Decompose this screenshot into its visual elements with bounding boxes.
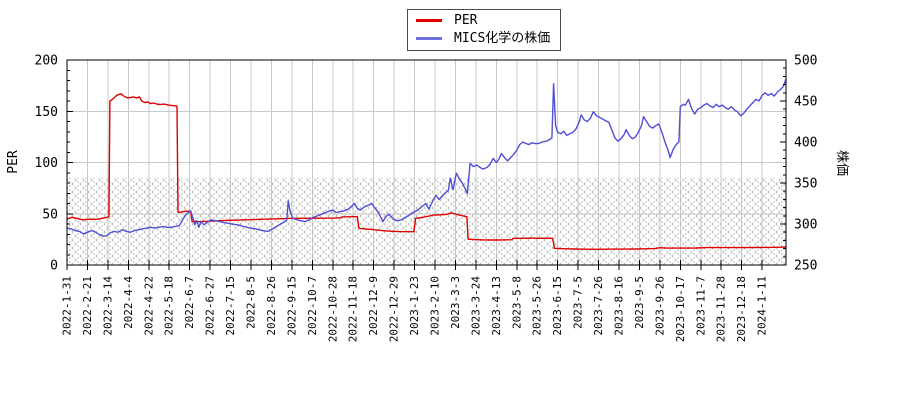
x-tick-label: 2022-6-27 xyxy=(204,276,217,336)
legend-label-stock-price: MICS化学の株価 xyxy=(454,31,551,46)
stock-price-line-sample-icon xyxy=(416,37,442,40)
x-tick-label: 2022-1-31 xyxy=(61,276,74,336)
x-tick-label: 2022-4-4 xyxy=(122,276,135,329)
x-tick-label: 2023-11-7 xyxy=(694,276,707,336)
x-tick-label: 2022-10-7 xyxy=(306,276,319,336)
per-line xyxy=(66,93,787,251)
right-tick-label: 450 xyxy=(794,95,817,110)
x-tick-label: 2022-9-15 xyxy=(285,276,298,336)
x-tick-label: 2022-6-7 xyxy=(183,276,196,329)
left-tick-label: 150 xyxy=(35,105,58,120)
x-tick-label: 2023-12-18 xyxy=(735,276,748,342)
x-tick-label: 2023-9-5 xyxy=(633,276,646,329)
x-tick-label: 2023-6-15 xyxy=(551,276,564,336)
left-tick-label: 50 xyxy=(42,207,58,222)
right-tick-label: 400 xyxy=(794,136,817,151)
x-tick-label: 2022-11-18 xyxy=(347,276,360,342)
hatch-band xyxy=(67,177,786,265)
legend: PER MICS化学の株価 xyxy=(407,9,562,51)
x-tick-label: 2023-3-24 xyxy=(469,276,482,336)
x-tick-label: 2023-3-3 xyxy=(449,276,462,329)
plot-layers: 2022-1-31 2022-2-21 2022-3-14 2022-4-4 2022-… xyxy=(35,54,818,343)
right-tick-label: 500 xyxy=(794,54,817,69)
left-tick-label: 100 xyxy=(35,156,58,171)
x-tick-label: 2023-7-5 xyxy=(572,276,585,329)
x-tick-label: 2023-11-28 xyxy=(715,276,728,342)
x-tick-label: 2022-4-22 xyxy=(142,276,155,336)
x-tick-label: 2022-7-15 xyxy=(224,276,237,336)
right-tick-label: 250 xyxy=(794,259,817,274)
right-tick-label: 300 xyxy=(794,218,817,233)
legend-item-per: PER xyxy=(416,13,550,28)
x-tick-label: 2022-5-18 xyxy=(163,276,176,336)
x-tick-label: 2022-2-21 xyxy=(81,276,94,336)
stock-price-line xyxy=(66,78,787,238)
x-tick-label: 2022-10-28 xyxy=(326,276,339,342)
x-tick-label: 2024-1-11 xyxy=(756,276,769,336)
x-tick-label: 2022-12-29 xyxy=(388,276,401,342)
x-tick-label: 2023-5-26 xyxy=(531,276,544,336)
x-tick-label: 2022-12-9 xyxy=(367,276,380,336)
x-tick-label: 2023-5-8 xyxy=(510,276,523,329)
x-tick-label: 2023-1-23 xyxy=(408,276,421,336)
left-tick-label: 200 xyxy=(35,54,58,69)
x-tick-label: 2023-10-17 xyxy=(674,276,687,342)
left-axis-title: PER xyxy=(6,150,21,174)
right-tick-label: 350 xyxy=(794,177,817,192)
x-tick-label: 2023-9-26 xyxy=(653,276,666,336)
x-tick-label: 2023-7-26 xyxy=(592,276,605,336)
x-tick-label: 2022-3-14 xyxy=(101,276,114,336)
legend-label-per: PER xyxy=(454,13,478,28)
legend-item-stock-price: MICS化学の株価 xyxy=(416,31,550,46)
x-tick-label: 2023-4-13 xyxy=(490,276,503,336)
x-tick-label: 2022-8-26 xyxy=(265,276,278,336)
left-tick-label: 0 xyxy=(50,259,58,274)
x-tick-label: 2022-8-5 xyxy=(245,276,258,329)
right-axis-title: 株価 xyxy=(834,150,849,176)
x-tick-label: 2023-8-16 xyxy=(613,276,626,336)
x-tick-label: 2023-2-10 xyxy=(429,276,442,336)
per-line-sample-icon xyxy=(416,19,442,22)
